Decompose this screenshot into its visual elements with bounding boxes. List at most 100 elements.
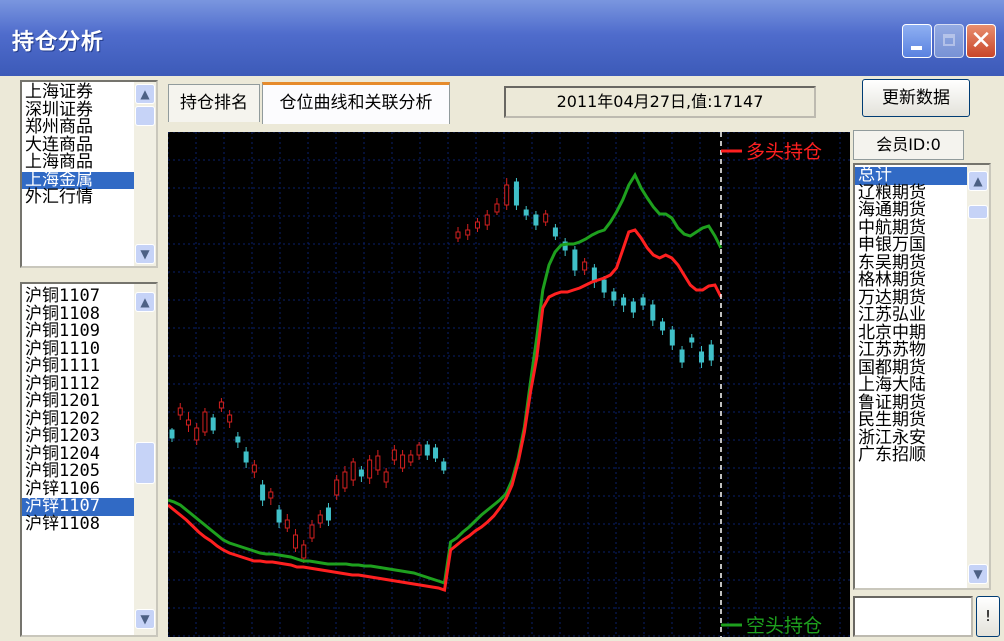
candle-body: [465, 229, 471, 236]
contract-list-item[interactable]: 沪铜1204: [25, 443, 100, 464]
candle-body: [552, 227, 558, 237]
member-list-item[interactable]: 上海大陆: [858, 375, 926, 395]
scroll-thumb[interactable]: [135, 106, 155, 126]
scroll-down-icon[interactable]: ▼: [135, 609, 155, 629]
contract-list-item[interactable]: 沪铜1107: [25, 286, 100, 306]
member-list-item[interactable]: 江苏苏物: [858, 340, 926, 360]
refresh-data-button[interactable]: 更新数据: [862, 79, 970, 117]
member-list-item[interactable]: 中航期货: [858, 217, 926, 238]
exchange-list-item[interactable]: 上海商品: [25, 152, 93, 172]
contract-list-item[interactable]: 沪铜1201: [25, 391, 100, 411]
member-list-item[interactable]: 北京中期: [858, 322, 926, 343]
candle-body: [227, 414, 233, 423]
exchange-list-item[interactable]: 郑州商品: [25, 117, 93, 137]
member-list-item[interactable]: 辽粮期货: [858, 182, 926, 203]
contract-list-item[interactable]: 沪铜1205: [25, 461, 100, 481]
member-list-item[interactable]: 浙江永安: [858, 427, 926, 448]
member-list-item[interactable]: 广东招顺: [858, 445, 926, 465]
member-list-item[interactable]: 国都期货: [858, 357, 926, 378]
contract-list-item[interactable]: 沪铜1202: [25, 408, 100, 429]
candle-body: [689, 337, 695, 343]
candle: [455, 227, 461, 242]
candle: [317, 510, 323, 528]
candle-body: [210, 417, 216, 431]
maximize-button[interactable]: [934, 24, 964, 58]
legend-short-label: 空头持仓: [746, 615, 822, 637]
scroll-thumb[interactable]: [135, 442, 155, 484]
candle: [260, 480, 266, 506]
member-list[interactable]: 总计 辽粮期货 海通期货 中航期货 申银万国 东吴期货 格林期货 万达期货 江苏弘业 北京中期 江苏…: [853, 163, 991, 590]
candle-body: [185, 419, 191, 426]
contract-list-item[interactable]: 沪锌1108: [25, 513, 100, 534]
exchange-list-item[interactable]: 上海证券: [25, 82, 93, 102]
exchange-list-item[interactable]: 上海金属: [22, 171, 134, 189]
minimize-button[interactable]: [902, 24, 932, 58]
candle: [424, 441, 430, 460]
exclamation-button[interactable]: !: [976, 596, 1000, 637]
candle-body: [484, 214, 490, 226]
candle-body: [260, 484, 266, 501]
contract-list-item[interactable]: 沪锌1107: [22, 497, 134, 516]
candle-body: [640, 297, 646, 306]
candle-body: [611, 291, 617, 301]
candle-body: [433, 447, 439, 459]
scroll-up-icon[interactable]: ▲: [968, 171, 988, 191]
member-scrollbar[interactable]: ▲ ▼: [967, 165, 989, 588]
candle-body: [358, 469, 364, 477]
contract-items: 沪铜1107 沪铜1108 沪铜1109 沪铜1110 沪铜1111 沪铜1112 沪铜12…: [22, 286, 134, 534]
exchange-list[interactable]: 上海证券 深圳证券 郑州商品 大连商品 上海商品 上海金属 外汇行情 ▲ ▼: [20, 80, 158, 268]
candle: [552, 224, 558, 240]
scroll-down-icon[interactable]: ▼: [968, 564, 988, 584]
member-list-item[interactable]: 万达期货: [858, 287, 926, 308]
contract-list-item[interactable]: 沪铜1111: [25, 356, 100, 376]
exchange-list-item[interactable]: 深圳证券: [25, 99, 93, 120]
candle: [350, 458, 356, 486]
contract-list[interactable]: 沪铜1107 沪铜1108 沪铜1109 沪铜1110 沪铜1111 沪铜1112 沪铜12…: [20, 282, 158, 637]
member-list-item[interactable]: 东吴期货: [858, 252, 926, 273]
exchange-list-item[interactable]: 大连商品: [25, 134, 93, 155]
minimize-icon: [911, 46, 922, 50]
contract-list-item[interactable]: 沪铜1203: [25, 426, 100, 446]
candle-body: [375, 455, 381, 471]
chart-canvas: 多头持仓 空头持仓: [167, 131, 850, 637]
exchange-scrollbar[interactable]: ▲ ▼: [134, 82, 156, 266]
member-list-item[interactable]: 民生期货: [858, 410, 926, 430]
candle: [699, 346, 705, 368]
candle-body: [301, 544, 307, 559]
contract-list-item[interactable]: 沪铜1110: [25, 338, 100, 359]
member-list-item[interactable]: 格林期货: [858, 270, 926, 290]
close-button[interactable]: ✕: [966, 24, 996, 58]
position-chart[interactable]: 多头持仓 空头持仓: [167, 131, 850, 637]
candle: [309, 520, 315, 542]
candle-body: [650, 304, 656, 321]
candle: [334, 475, 340, 500]
member-list-item[interactable]: 鲁证期货: [858, 392, 926, 413]
tab-position-curve[interactable]: 仓位曲线和关联分析: [262, 82, 450, 124]
member-list-item[interactable]: 江苏弘业: [858, 305, 926, 325]
contract-list-item[interactable]: 沪铜1109: [25, 321, 100, 341]
candle: [218, 398, 224, 412]
candle: [660, 318, 666, 335]
scroll-up-icon[interactable]: ▲: [135, 84, 155, 104]
scroll-down-icon[interactable]: ▼: [135, 244, 155, 264]
candle-body: [601, 279, 607, 293]
tab-position-ranking[interactable]: 持仓排名: [168, 84, 260, 122]
candle-body: [284, 519, 290, 529]
scroll-up-icon[interactable]: ▲: [135, 292, 155, 312]
member-list-item[interactable]: 申银万国: [858, 235, 926, 255]
contract-scrollbar[interactable]: ▲ ▼: [134, 284, 156, 635]
candle: [251, 460, 257, 478]
candle-body: [572, 249, 578, 271]
candle: [523, 206, 529, 220]
candle: [325, 503, 331, 526]
candle: [679, 346, 685, 368]
member-search-input[interactable]: [853, 596, 973, 637]
scroll-thumb[interactable]: [968, 205, 988, 219]
contract-list-item[interactable]: 沪锌1106: [25, 478, 100, 499]
candle-body: [708, 344, 714, 361]
contract-list-item[interactable]: 沪铜1108: [25, 303, 100, 324]
member-list-item[interactable]: 海通期货: [858, 200, 926, 220]
member-list-item[interactable]: 总计: [855, 166, 967, 185]
exchange-list-item[interactable]: 外汇行情: [25, 187, 93, 207]
contract-list-item[interactable]: 沪铜1112: [25, 373, 100, 394]
